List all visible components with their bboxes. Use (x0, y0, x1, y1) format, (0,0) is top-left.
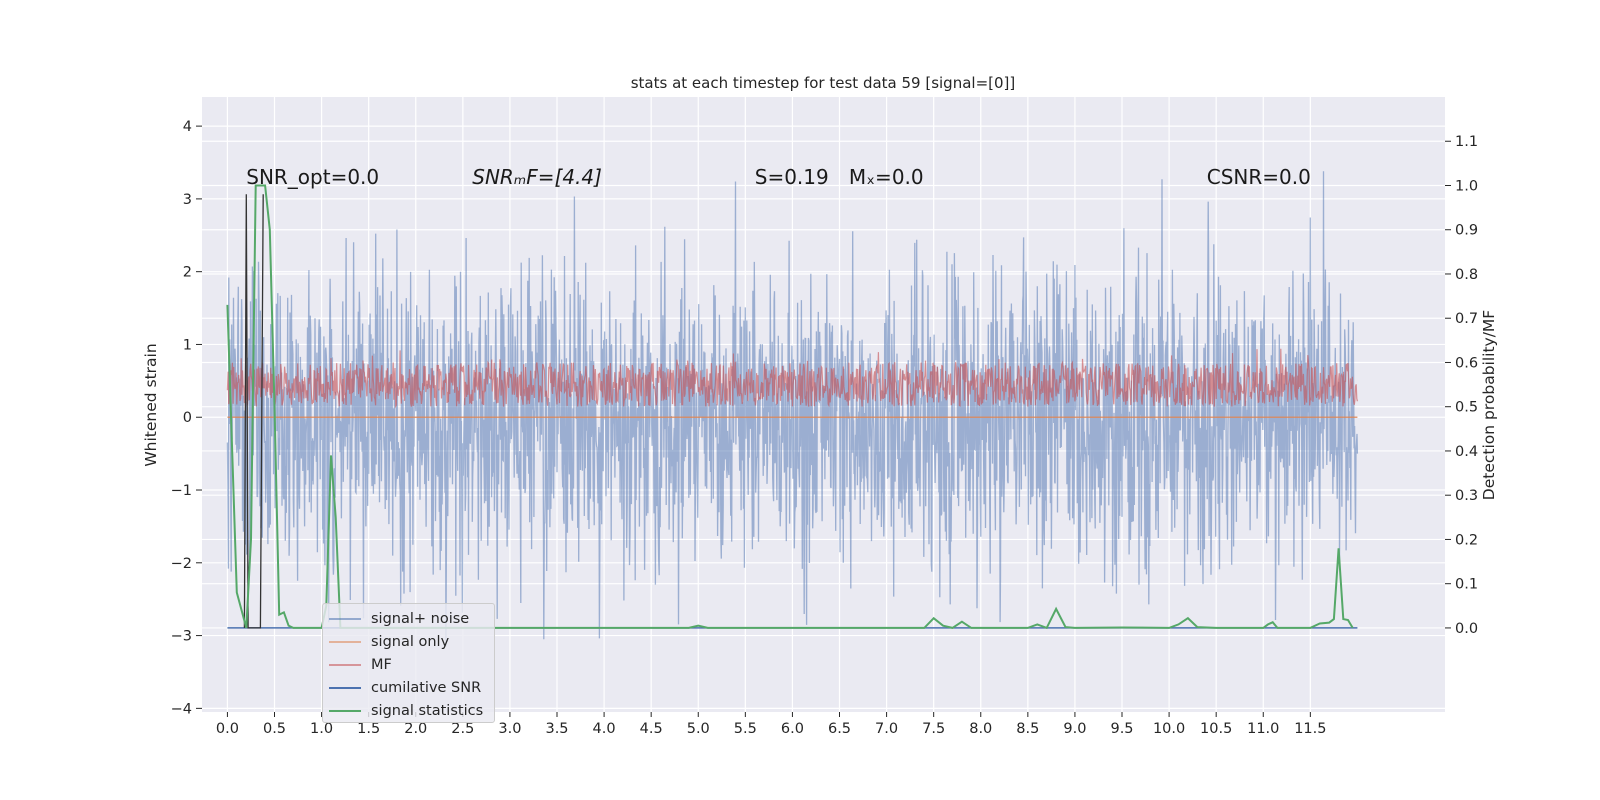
y-right-tick-label: 0.4 (1455, 444, 1478, 460)
annotation-snr-mf: SNRₘF=[4.4] (472, 165, 602, 189)
y-tick-label: −1 (171, 483, 192, 499)
legend-swatch (329, 663, 361, 666)
y-axis-label-right: Detection probability/MF (1480, 310, 1498, 501)
legend-label: signal statistics (371, 702, 484, 719)
legend-item-cumilative-snr: cumilative SNR (329, 676, 488, 699)
legend-swatch (329, 686, 361, 689)
x-tick-label: 3.0 (498, 721, 521, 737)
x-tick-label: 6.5 (828, 721, 851, 737)
annotation-snr-opt: SNR_opt=0.0 (246, 165, 379, 189)
x-tick-label: 1.5 (357, 721, 380, 737)
y-right-tick-label: 0.1 (1455, 577, 1478, 593)
legend-item-signal-statistics: signal statistics (329, 699, 488, 722)
y-right-tick-label: 0.0 (1455, 621, 1478, 637)
y-tick-label: 0 (183, 410, 192, 426)
x-tick-label: 4.0 (593, 721, 616, 737)
axis-layer: 0.0 0.5 1.0 1.5 2.0 2.5 3.0 3.5 4.0 4.5 5.0 5.5 6.0 6… (171, 119, 1478, 737)
y-tick-label: 4 (183, 119, 192, 135)
y-right-tick-label: 0.2 (1455, 532, 1478, 548)
legend-label: signal only (371, 633, 450, 650)
x-tick-label: 8.5 (1016, 721, 1039, 737)
y-right-tick-label: 0.9 (1455, 223, 1478, 239)
series-marker-lines (243, 194, 264, 629)
y-axis-label-left: Whitened strain (142, 343, 160, 466)
y-right-tick-label: 1.1 (1455, 134, 1478, 150)
y-right-tick-label: 0.6 (1455, 355, 1478, 371)
x-tick-label: 1.0 (310, 721, 333, 737)
annotation-s-value: S=0.19 (755, 165, 829, 189)
x-tick-label: 0.0 (216, 721, 239, 737)
x-tick-label: 7.5 (922, 721, 945, 737)
x-tick-label: 2.0 (404, 721, 427, 737)
y-tick-label: −4 (171, 701, 192, 717)
x-tick-label: 9.5 (1110, 721, 1133, 737)
x-tick-label: 5.5 (734, 721, 757, 737)
x-tick-label: 6.0 (781, 721, 804, 737)
annotation-csnr: CSNR=0.0 (1207, 165, 1311, 189)
legend-item-signal-noise: signal+ noise (329, 607, 488, 630)
x-tick-label: 2.5 (451, 721, 474, 737)
y-tick-label: −3 (171, 629, 192, 645)
legend-swatch (329, 617, 361, 620)
x-tick-label: 9.0 (1063, 721, 1086, 737)
annotations: SNR_opt=0.0 SNRₘF=[4.4] S=0.19 Mₓ=0.0 CSNR=0… (246, 165, 1311, 189)
chart-title: stats at each timestep for test data 59 … (631, 74, 1016, 92)
x-tick-label: 3.5 (545, 721, 568, 737)
y-right-tick-label: 0.5 (1455, 400, 1478, 416)
y-tick-label: 2 (183, 265, 192, 281)
legend-swatch (329, 709, 361, 712)
y-right-tick-label: 1.0 (1455, 178, 1478, 194)
y-right-tick-label: 0.3 (1455, 488, 1478, 504)
y-tick-label: 1 (183, 337, 192, 353)
series-signal-noise (226, 171, 1359, 647)
x-tick-label: 7.0 (875, 721, 898, 737)
x-tick-label: 11.0 (1247, 721, 1279, 737)
y-right-tick-label: 0.7 (1455, 311, 1478, 327)
x-tick-label: 8.0 (969, 721, 992, 737)
legend-item-mf: MF (329, 653, 488, 676)
legend-item-signal-only: signal only (329, 630, 488, 653)
x-tick-label: 4.5 (640, 721, 663, 737)
x-tick-label: 10.0 (1153, 721, 1185, 737)
legend-label: MF (371, 656, 392, 673)
x-tick-label: 11.5 (1294, 721, 1326, 737)
series-signal-statistics (226, 184, 1354, 630)
x-tick-label: 5.0 (687, 721, 710, 737)
legend: signal+ noise signal only MF cumilative … (322, 603, 495, 723)
y-tick-label: 3 (183, 192, 192, 208)
legend-label: cumilative SNR (371, 679, 482, 696)
legend-swatch (329, 640, 361, 643)
legend-label: signal+ noise (371, 610, 470, 627)
x-tick-label: 0.5 (263, 721, 286, 737)
annotation-mc-value: Mₓ=0.0 (849, 165, 924, 189)
x-tick-label: 10.5 (1200, 721, 1232, 737)
y-tick-label: −2 (171, 556, 192, 572)
series-mf (226, 348, 1358, 409)
y-right-tick-label: 0.8 (1455, 267, 1478, 283)
